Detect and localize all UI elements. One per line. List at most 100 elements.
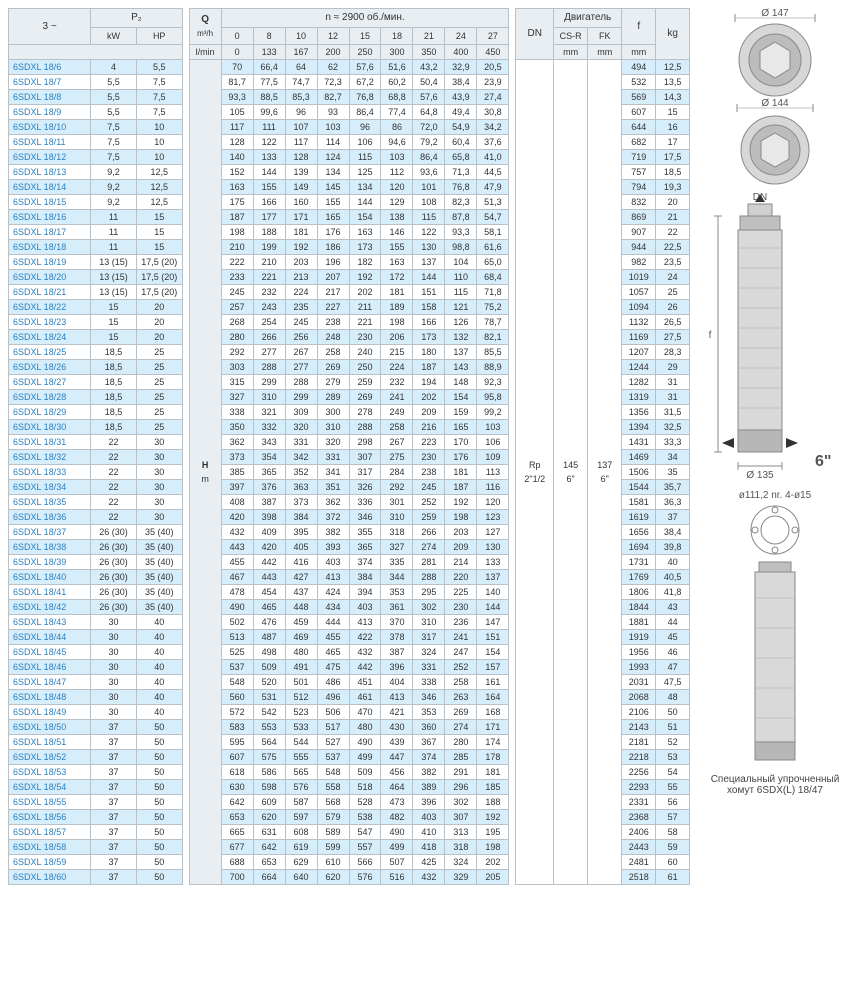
model-cell: 6SDXL 18/14 — [9, 180, 91, 195]
model-cell: 6SDXL 18/13 — [9, 165, 91, 180]
model-cell: 6SDXL 18/56 — [9, 810, 91, 825]
model-cell: 6SDXL 18/20 — [9, 270, 91, 285]
flange-view: ø111,2 nr. 4-ø15 — [710, 488, 840, 558]
model-cell: 6SDXL 18/18 — [9, 240, 91, 255]
top-cap-147: Ø 147 — [715, 8, 835, 98]
flow-col: 18 — [381, 28, 413, 45]
svg-text:Ø 144: Ø 144 — [761, 98, 789, 109]
model-cell: 6SDXL 18/45 — [9, 645, 91, 660]
svg-text:ø111,2 nr. 4-ø15: ø111,2 nr. 4-ø15 — [739, 490, 812, 501]
model-cell: 6SDXL 18/51 — [9, 735, 91, 750]
model-cell: 6SDXL 18/28 — [9, 390, 91, 405]
model-cell: 6SDXL 18/8 — [9, 90, 91, 105]
lmin-col: 400 — [445, 45, 477, 60]
model-cell: 6SDXL 18/40 — [9, 570, 91, 585]
fk-header: FK — [588, 28, 622, 45]
model-cell: 6SDXL 18/12 — [9, 150, 91, 165]
model-cell: 6SDXL 18/42 — [9, 600, 91, 615]
lmin-label: l/min — [189, 45, 221, 60]
model-cell: 6SDXL 18/32 — [9, 450, 91, 465]
q-table: Qm³/h n ≈ 2900 об./мин. 0810121518212427… — [189, 8, 510, 885]
csr-mm: mm — [554, 45, 588, 60]
model-cell: 6SDXL 18/7 — [9, 75, 91, 90]
svg-text:Ø 135: Ø 135 — [746, 470, 774, 481]
fk-mm: mm — [588, 45, 622, 60]
model-cell: 6SDXL 18/54 — [9, 780, 91, 795]
model-cell: 6SDXL 18/9 — [9, 105, 91, 120]
flow-col: 0 — [221, 28, 253, 45]
model-cell: 6SDXL 18/10 — [9, 120, 91, 135]
pump-side-view: DN f Ø 135 6" — [700, 188, 842, 488]
model-cell: 6SDXL 18/41 — [9, 585, 91, 600]
model-cell: 6SDXL 18/34 — [9, 480, 91, 495]
model-cell: 6SDXL 18/15 — [9, 195, 91, 210]
flow-col: 10 — [285, 28, 317, 45]
lmin-col: 300 — [381, 45, 413, 60]
model-cell: 6SDXL 18/43 — [9, 615, 91, 630]
caption: Специальный упрочненный хомут 6SDX(L) 18… — [700, 774, 842, 796]
H-label: Hm — [189, 60, 221, 885]
model-cell: 6SDXL 18/46 — [9, 660, 91, 675]
model-cell: 6SDXL 18/22 — [9, 300, 91, 315]
model-cell: 6SDXL 18/49 — [9, 705, 91, 720]
motor-side-view — [735, 558, 815, 768]
csr-header: CS-R — [554, 28, 588, 45]
model-cell: 6SDXL 18/19 — [9, 255, 91, 270]
flow-col: 8 — [253, 28, 285, 45]
model-cell: 6SDXL 18/31 — [9, 435, 91, 450]
motor-header: Двигатель — [554, 9, 622, 28]
flow-col: 24 — [445, 28, 477, 45]
svg-text:6": 6" — [815, 453, 831, 470]
model-cell: 6SDXL 18/60 — [9, 870, 91, 885]
dn-header: DN — [516, 9, 554, 60]
f-mm: mm — [622, 45, 656, 60]
model-cell: 6SDXL 18/23 — [9, 315, 91, 330]
kg-header: kg — [656, 9, 690, 60]
model-cell: 6SDXL 18/29 — [9, 405, 91, 420]
tables-group: 3 ~ P₂ kW HP 6SDXL 18/645,56SDXL 18/75,5… — [8, 8, 690, 885]
model-cell: 6SDXL 18/38 — [9, 540, 91, 555]
kw-header: kW — [91, 28, 137, 45]
model-cell: 6SDXL 18/52 — [9, 750, 91, 765]
rpm-header: n ≈ 2900 об./мин. — [221, 9, 509, 28]
model-cell: 6SDXL 18/39 — [9, 555, 91, 570]
model-cell: 6SDXL 18/25 — [9, 345, 91, 360]
model-cell: 6SDXL 18/27 — [9, 375, 91, 390]
model-cell: 6SDXL 18/37 — [9, 525, 91, 540]
csr-value: 145 6" — [554, 60, 588, 885]
flow-col: 15 — [349, 28, 381, 45]
three-phase-header: 3 ~ — [9, 9, 91, 45]
model-cell: 6SDXL 18/48 — [9, 690, 91, 705]
flow-col: 27 — [477, 28, 509, 45]
model-cell: 6SDXL 18/17 — [9, 225, 91, 240]
lmin-col: 0 — [221, 45, 253, 60]
dn-table: DN Двигатель f kg CS-R FK mm mm mm Rp 2"… — [515, 8, 690, 885]
model-cell: 6SDXL 18/47 — [9, 675, 91, 690]
flow-col: 21 — [413, 28, 445, 45]
model-table: 3 ~ P₂ kW HP 6SDXL 18/645,56SDXL 18/75,5… — [8, 8, 183, 885]
model-cell: 6SDXL 18/24 — [9, 330, 91, 345]
model-cell: 6SDXL 18/30 — [9, 420, 91, 435]
model-cell: 6SDXL 18/36 — [9, 510, 91, 525]
model-cell: 6SDXL 18/44 — [9, 630, 91, 645]
model-cell: 6SDXL 18/58 — [9, 840, 91, 855]
p2-header: P₂ — [91, 9, 182, 28]
model-cell: 6SDXL 18/35 — [9, 495, 91, 510]
model-cell: 6SDXL 18/33 — [9, 465, 91, 480]
model-cell: 6SDXL 18/55 — [9, 795, 91, 810]
fk-value: 137 6" — [588, 60, 622, 885]
q-header: Qm³/h — [189, 9, 221, 45]
lmin-col: 350 — [413, 45, 445, 60]
lmin-col: 167 — [285, 45, 317, 60]
model-cell: 6SDXL 18/16 — [9, 210, 91, 225]
model-cell: 6SDXL 18/6 — [9, 60, 91, 75]
dn-value: Rp 2"1/2 — [516, 60, 554, 885]
f-header: f — [622, 9, 656, 45]
lmin-col: 250 — [349, 45, 381, 60]
flow-col: 12 — [317, 28, 349, 45]
hp-header: HP — [136, 28, 182, 45]
svg-text:Ø 147: Ø 147 — [761, 8, 789, 19]
model-cell: 6SDXL 18/11 — [9, 135, 91, 150]
model-cell: 6SDXL 18/21 — [9, 285, 91, 300]
lmin-col: 133 — [253, 45, 285, 60]
